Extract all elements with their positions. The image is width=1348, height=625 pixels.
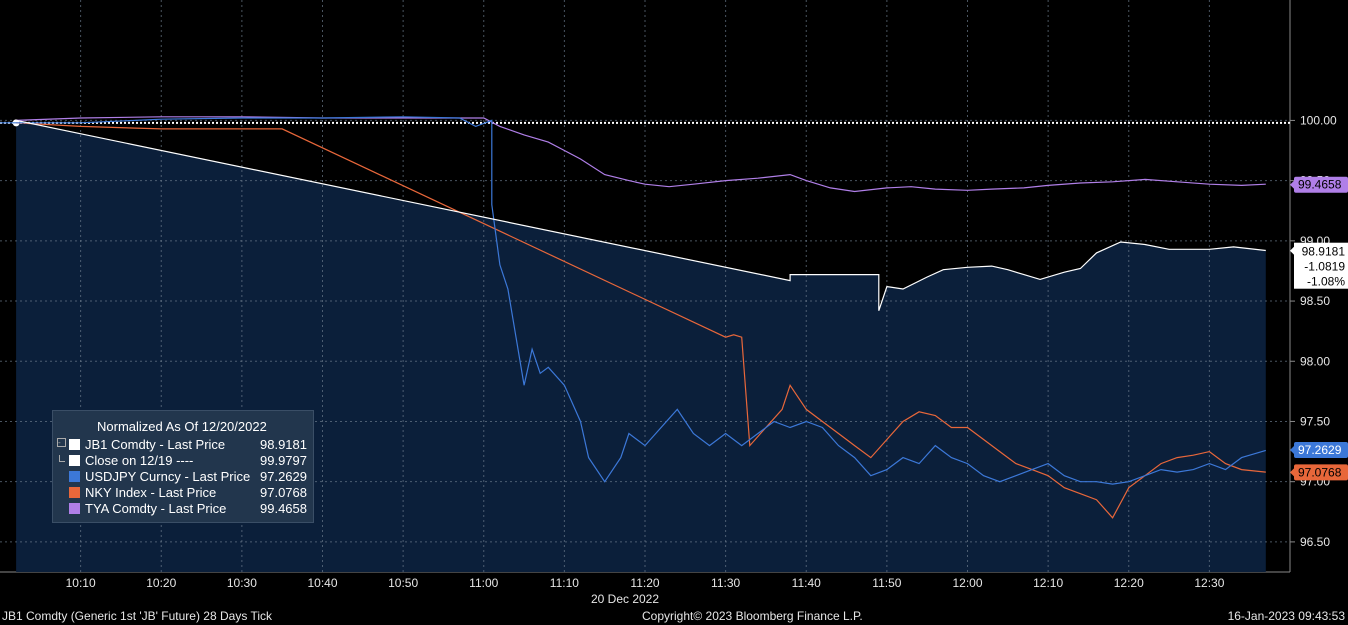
tya-value-tag: 99.4658	[1298, 178, 1342, 192]
x-tick-label: 10:30	[227, 576, 257, 590]
legend-label: JB1 Comdty - Last Price	[85, 437, 226, 452]
footer-security-description: JB1 Comdty (Generic 1st 'JB' Future) 28 …	[2, 609, 272, 623]
legend-swatch	[69, 487, 80, 498]
x-tick-label: 11:50	[872, 576, 901, 590]
usdjpy-value-tag: 97.2629	[1298, 443, 1342, 457]
legend-item-usdjpy[interactable]: USDJPY Curncy - Last Price 97.2629	[57, 469, 311, 485]
x-tick-label: 10:10	[66, 576, 96, 590]
legend-swatch	[69, 439, 80, 450]
footer-timestamp: 16-Jan-2023 09:43:53	[1227, 609, 1345, 623]
y-tick-label: 98.50	[1300, 294, 1330, 308]
legend-item-nky[interactable]: NKY Index - Last Price 97.0768	[57, 485, 311, 501]
x-tick-label: 12:20	[1114, 576, 1144, 590]
legend-label: Close on 12/19 ----	[85, 453, 194, 468]
x-tick-label: 10:20	[146, 576, 176, 590]
jb1-area-fill	[16, 120, 1266, 573]
y-tick-label: 96.50	[1300, 535, 1330, 549]
y-tick-label: 100.00	[1300, 113, 1337, 127]
x-tick-label: 11:00	[469, 576, 498, 590]
jb1-value-tag-bg	[1294, 242, 1348, 289]
x-tick-label: 11:30	[711, 576, 740, 590]
tya-value-tag-pointer	[1290, 179, 1295, 190]
x-tick-label: 11:20	[630, 576, 659, 590]
x-tick-label: 10:50	[388, 576, 418, 590]
legend-value: 97.0768	[260, 485, 307, 500]
legend-item-tya[interactable]: TYA Comdty - Last Price 99.4658	[57, 501, 311, 517]
usdjpy-value-tag-bg	[1294, 442, 1348, 459]
legend-label: NKY Index - Last Price	[85, 485, 217, 500]
legend-label: TYA Comdty - Last Price	[85, 501, 227, 516]
y-tick-label: 98.00	[1300, 354, 1330, 368]
legend-title: Normalized As Of 12/20/2022	[97, 419, 267, 434]
legend-item-close[interactable]: Close on 12/19 ---- 99.9797	[57, 453, 311, 469]
legend-label: USDJPY Curncy - Last Price	[85, 469, 251, 484]
x-date-label: 20 Dec 2022	[591, 592, 659, 606]
x-tick-label: 11:40	[792, 576, 821, 590]
footer-copyright: Copyright© 2023 Bloomberg Finance L.P.	[642, 609, 863, 623]
x-tick-label: 12:30	[1194, 576, 1224, 590]
x-tick-label: 11:10	[550, 576, 579, 590]
legend-branch-icon	[59, 455, 65, 462]
x-tick-label: 10:40	[307, 576, 337, 590]
legend-swatch	[69, 455, 80, 466]
tya-value-tag-bg	[1294, 176, 1348, 193]
legend-value: 97.2629	[260, 469, 307, 484]
nky-value-tag-pointer	[1290, 467, 1295, 478]
jb1-value-tag-pointer	[1290, 245, 1295, 256]
usdjpy-value-tag-pointer	[1290, 445, 1295, 456]
legend-toggle-icon[interactable]: -	[57, 438, 66, 447]
legend-swatch	[69, 471, 80, 482]
y-tick-label: 97.50	[1300, 414, 1330, 428]
jb1-value-tag: 98.9181	[1302, 245, 1346, 259]
nky-value-tag: 97.0768	[1298, 465, 1342, 479]
jb1-change-label: -1.08%	[1307, 275, 1345, 289]
jb1-change-label: -1.0819	[1304, 260, 1345, 274]
series-line-3	[16, 116, 1266, 193]
chart-legend: Normalized As Of 12/20/2022 - JB1 Comdty…	[52, 410, 314, 523]
series-line-1	[0, 116, 1266, 485]
x-tick-label: 12:10	[1033, 576, 1063, 590]
legend-value: 98.9181	[260, 437, 307, 452]
nky-value-tag-bg	[1294, 464, 1348, 481]
legend-value: 99.4658	[260, 501, 307, 516]
legend-item-jb1[interactable]: - JB1 Comdty - Last Price 98.9181	[57, 437, 311, 453]
legend-value: 99.9797	[260, 453, 307, 468]
series-line-0	[15, 119, 1266, 311]
legend-swatch	[69, 503, 80, 514]
series-line-2	[16, 122, 1266, 519]
x-tick-label: 12:00	[952, 576, 982, 590]
